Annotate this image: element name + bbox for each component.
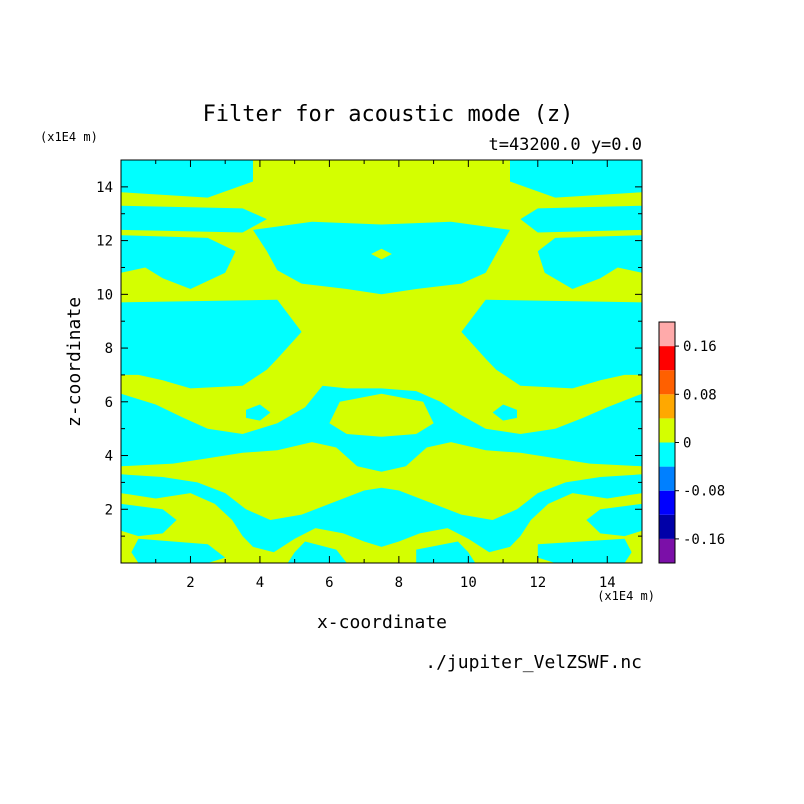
colorbar-swatch (659, 322, 675, 347)
x-tick-label: 8 (395, 575, 403, 591)
x-axis-label: x-coordinate (317, 612, 447, 633)
contour-region-negative (131, 538, 226, 563)
contour-region-negative (510, 160, 642, 198)
x-tick-label: 12 (529, 575, 546, 591)
x-axis-ticks: 2 4 6 8 10 12 14 (155, 160, 616, 591)
colorbar-swatch (659, 370, 675, 395)
colorbar: 0.16 0.08 0 -0.08 -0.16 (658, 321, 725, 564)
x-tick-label: 2 (186, 575, 194, 591)
y-tick-label: 10 (96, 287, 113, 303)
colorbar-swatch (659, 346, 675, 371)
colorbar-swatch (659, 394, 675, 419)
colorbar-swatch (659, 490, 675, 515)
y-tick-label: 14 (96, 180, 113, 196)
plot-area (120, 159, 643, 564)
contour-region-negative (121, 160, 253, 198)
contour-region-negative (537, 235, 642, 289)
plot-frame (120, 159, 643, 564)
contour-regions (121, 160, 642, 563)
contour-region-negative (121, 474, 642, 553)
contour-region-negative (121, 503, 177, 537)
x-unit-label: (x1E4 m) (597, 589, 655, 603)
contour-region-negative (492, 404, 517, 421)
contour-region-negative (121, 235, 236, 289)
contour-region-negative (121, 299, 302, 389)
x-tick-label: 4 (256, 575, 264, 591)
colorbar-tick-label: -0.08 (683, 484, 725, 500)
contour-region-negative (586, 503, 642, 537)
x-tick-label: 10 (460, 575, 477, 591)
contour-region-positive (329, 393, 434, 437)
y-unit-label: (x1E4 m) (40, 130, 98, 144)
colorbar-tick-label: 0.16 (683, 339, 717, 355)
y-tick-label: 2 (105, 502, 113, 518)
contour-region-positive (371, 248, 392, 260)
chart-subtitle: t=43200.0 y=0.0 (488, 135, 642, 155)
contour-region-negative (416, 541, 476, 563)
contour-region-negative (246, 404, 271, 421)
colorbar-swatch (659, 418, 675, 443)
y-tick-label: 12 (96, 234, 113, 250)
y-axis-ticks: 2 4 6 8 10 12 14 (96, 180, 642, 537)
colorbar-tick-label: -0.16 (683, 532, 725, 548)
contour-region-negative (537, 538, 632, 563)
y-tick-label: 8 (105, 341, 113, 357)
colorbar-swatch (659, 538, 675, 563)
y-tick-label: 6 (105, 395, 113, 411)
source-file-label: ./jupiter_VelZSWF.nc (425, 652, 642, 673)
contour-region-negative (520, 205, 642, 233)
contour-region-negative (121, 205, 267, 233)
colorbar-swatch (659, 466, 675, 491)
y-axis-label: z-coordinate (64, 297, 85, 427)
colorbar-swatch (659, 514, 675, 539)
colorbar-tick-label: 0 (683, 436, 691, 452)
colorbar-swatch (659, 442, 675, 467)
y-tick-label: 4 (105, 449, 113, 465)
chart-title: Filter for acoustic mode (z) (203, 102, 574, 127)
contour-region-negative (461, 299, 642, 389)
contour-region-negative (287, 541, 347, 563)
colorbar-tick-label: 0.08 (683, 387, 717, 403)
x-tick-label: 6 (325, 575, 333, 591)
x-tick-label: 14 (599, 575, 616, 591)
